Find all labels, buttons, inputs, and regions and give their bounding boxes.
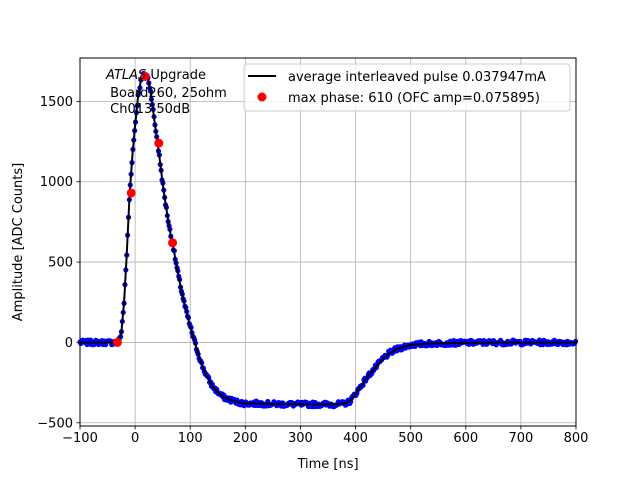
- legend-entry-average: average interleaved pulse 0.037947mA: [288, 70, 546, 85]
- x-tick-label: 600: [453, 431, 478, 446]
- x-tick-label: 300: [288, 431, 313, 446]
- y-axis-label: Amplitude [ADC Counts]: [11, 163, 26, 321]
- atlas-annotation-line3: Ch013 50dB: [106, 102, 190, 117]
- legend-box: [243, 63, 571, 112]
- y-tick-label: −500: [37, 416, 73, 431]
- legend-entry-max-phase: max phase: 610 (OFC amp=0.075895): [288, 91, 540, 106]
- atlas-annotation: ATLAS Upgrade Board260, 25ohm Ch013 50dB: [105, 68, 227, 117]
- x-tick-label: −100: [62, 431, 98, 446]
- y-tick-label: 1500: [40, 95, 73, 110]
- y-tick-label: 500: [48, 256, 73, 271]
- atlas-label: ATLAS: [105, 68, 146, 83]
- y-axis-ticks: −500 0 500 1000 1500: [37, 95, 80, 431]
- x-tick-label: 100: [178, 431, 203, 446]
- max-phase-point: [112, 337, 122, 347]
- max-phase-point: [154, 138, 164, 148]
- upgrade-label: Upgrade: [146, 68, 206, 83]
- x-tick-label: 200: [233, 431, 258, 446]
- max-phase-point: [126, 188, 136, 198]
- y-tick-label: 1000: [40, 175, 73, 190]
- x-tick-label: 800: [564, 431, 589, 446]
- x-tick-label: 400: [343, 431, 368, 446]
- plot-frame: [79, 57, 577, 427]
- max-phase-point: [168, 238, 178, 248]
- legend-circle-marker: [257, 92, 267, 102]
- x-axis-ticks: −100 0 100 200 300 400 500 600 700 800: [62, 426, 588, 446]
- legend: average interleaved pulse 0.037947mA max…: [243, 63, 571, 112]
- x-tick-label: 500: [398, 431, 423, 446]
- max-phase-points: [112, 71, 178, 347]
- atlas-annotation-line1: ATLAS Upgrade: [105, 68, 206, 83]
- x-tick-label: 0: [131, 431, 139, 446]
- y-tick-label: 0: [65, 336, 73, 351]
- max-phase-point: [140, 71, 150, 81]
- x-tick-label: 700: [508, 431, 533, 446]
- x-axis-label: Time [ns]: [296, 457, 358, 472]
- average-pulse-line: [80, 72, 576, 406]
- atlas-annotation-line2: Board260, 25ohm: [106, 86, 227, 101]
